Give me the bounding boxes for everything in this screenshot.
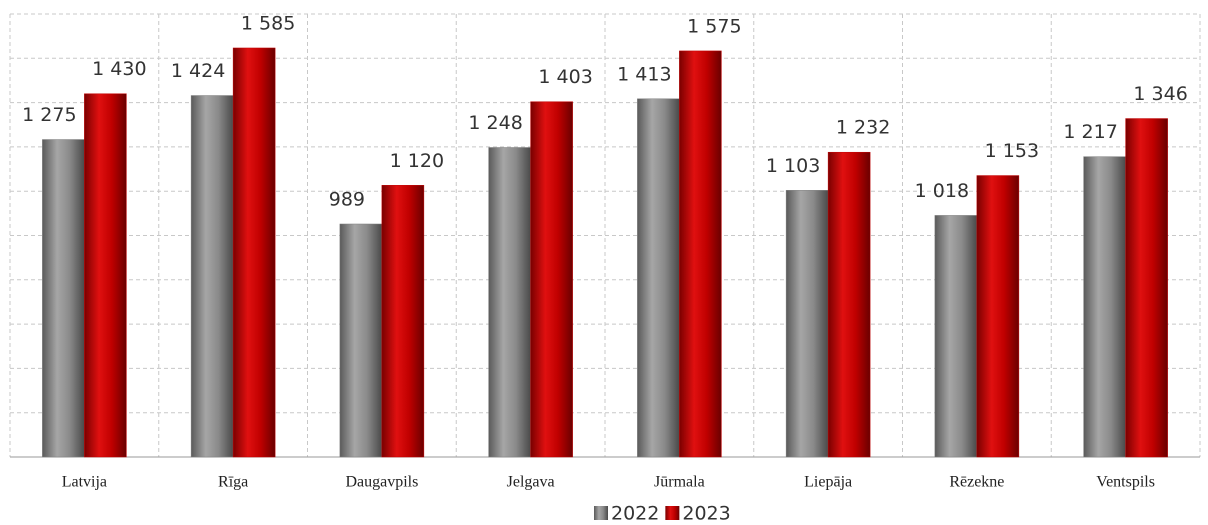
data-label: 1 248 bbox=[468, 112, 522, 134]
bar bbox=[637, 98, 680, 458]
bar bbox=[190, 95, 234, 458]
bar bbox=[232, 47, 276, 458]
data-label: 1 275 bbox=[22, 104, 76, 126]
data-label: 1 430 bbox=[92, 58, 146, 80]
x-tick-label: Liepāja bbox=[804, 474, 852, 491]
bar bbox=[1125, 118, 1168, 458]
legend-label: 2022 bbox=[611, 503, 659, 525]
data-label: 1 120 bbox=[390, 150, 444, 172]
bar bbox=[84, 93, 127, 458]
bar bbox=[339, 223, 383, 458]
bar bbox=[42, 139, 85, 458]
data-label: 1 346 bbox=[1133, 83, 1187, 105]
data-label: 1 018 bbox=[915, 180, 969, 202]
data-label: 1 585 bbox=[241, 12, 295, 34]
data-label: 1 217 bbox=[1063, 121, 1117, 143]
x-tick-label: Rēzekne bbox=[949, 474, 1004, 491]
legend-label: 2023 bbox=[682, 503, 730, 525]
bar bbox=[934, 215, 978, 458]
data-label: 1 575 bbox=[687, 15, 741, 37]
x-tick-label: Jūrmala bbox=[654, 474, 705, 491]
x-tick-label: Jelgava bbox=[507, 474, 555, 491]
legend-swatch bbox=[665, 506, 680, 520]
data-label: 1 413 bbox=[617, 63, 671, 85]
data-label: 1 424 bbox=[171, 60, 225, 82]
bar bbox=[679, 50, 722, 458]
data-label: 989 bbox=[329, 188, 365, 210]
bar bbox=[827, 151, 871, 458]
data-label: 1 232 bbox=[836, 117, 890, 139]
bar bbox=[785, 190, 829, 458]
x-tick-label: Latvija bbox=[62, 474, 107, 491]
x-tick-label: Ventspils bbox=[1096, 474, 1155, 491]
bar bbox=[530, 101, 573, 458]
bar bbox=[488, 147, 531, 458]
data-label: 1 153 bbox=[985, 140, 1039, 162]
bar bbox=[1083, 156, 1126, 458]
bar bbox=[381, 185, 425, 458]
legend-swatch bbox=[594, 506, 608, 520]
x-tick-label: Daugavpils bbox=[345, 474, 418, 491]
x-tick-label: Rīga bbox=[218, 474, 248, 491]
bar bbox=[976, 175, 1020, 458]
data-label: 1 103 bbox=[766, 155, 820, 177]
data-label: 1 403 bbox=[538, 66, 592, 88]
